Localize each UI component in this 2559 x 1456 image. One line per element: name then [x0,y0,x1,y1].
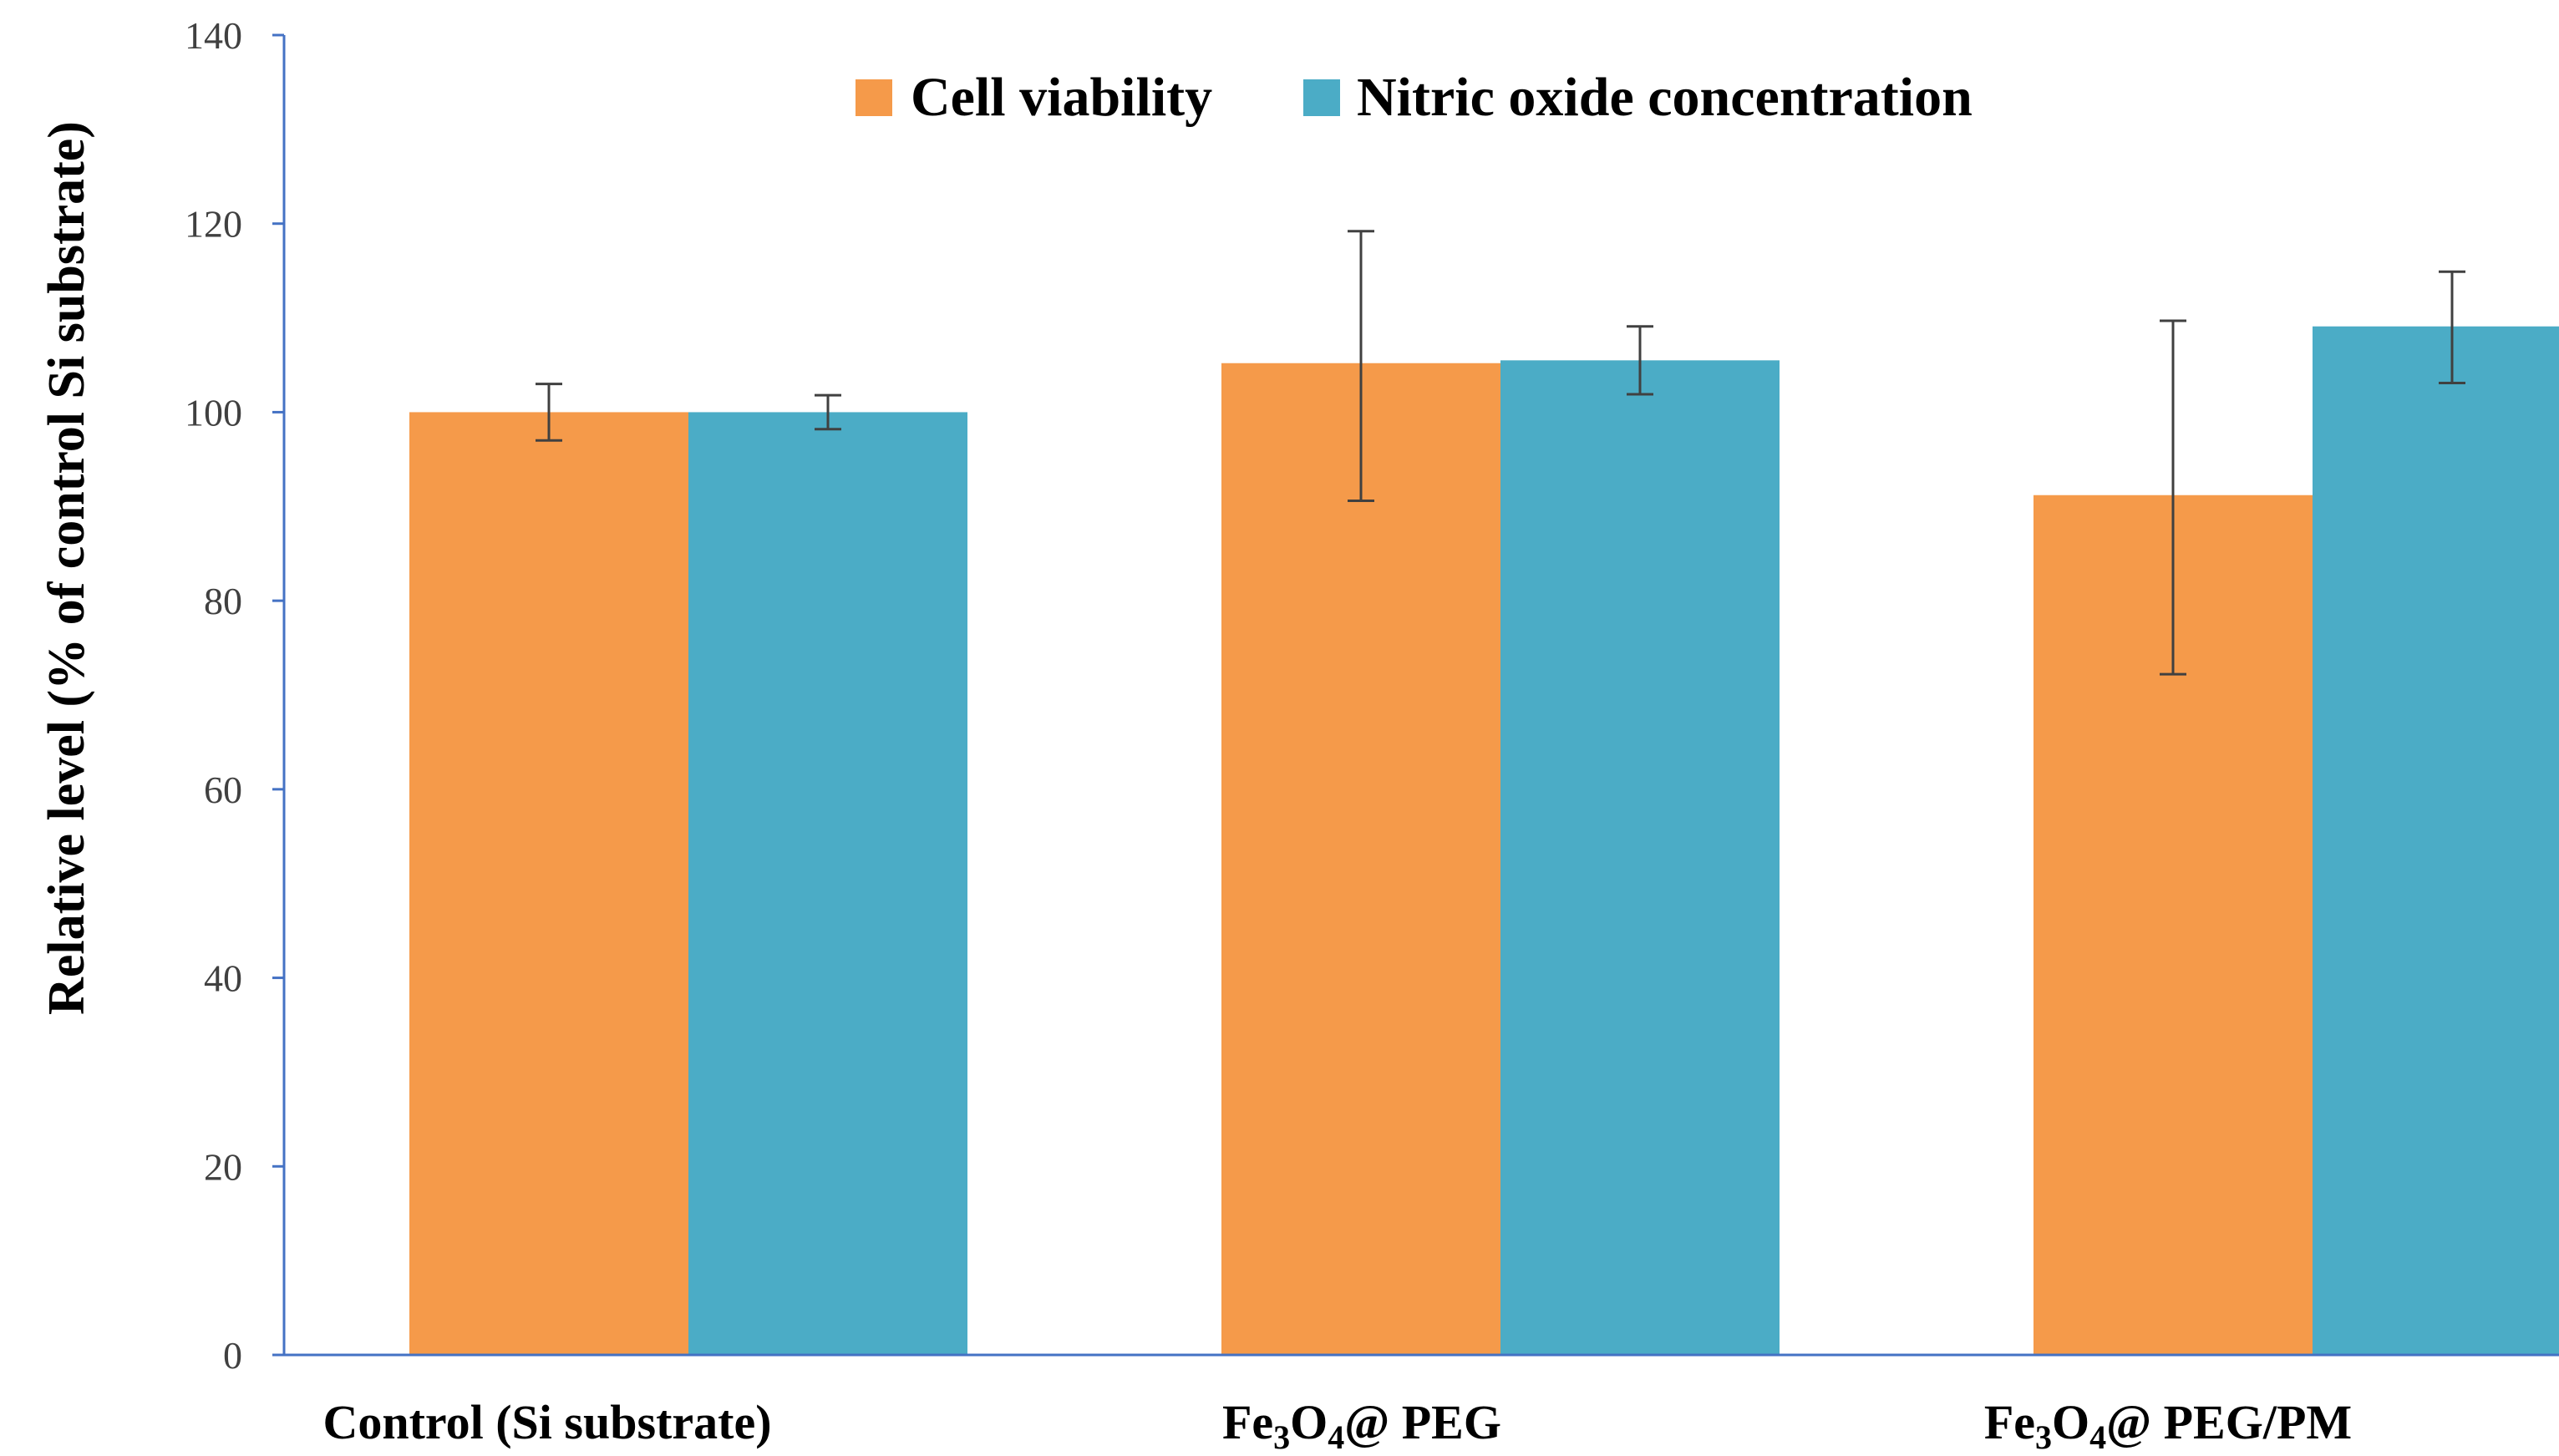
bar-cell-viability-0 [409,412,688,1355]
axes [282,35,2559,1357]
y-tick-label: 140 [185,14,242,57]
category-label-0: Control (Si substrate) [322,1395,771,1449]
bar-nitric-oxide-2 [2313,326,2559,1356]
category-label-1: Fe3O4@ PEG [1222,1395,1501,1456]
y-tick-label: 120 [185,203,242,246]
bar-nitric-oxide-0 [688,412,967,1355]
bar-nitric-oxide-1 [1500,360,1780,1355]
y-tick-label: 60 [204,769,242,811]
bars [409,326,2559,1356]
legend-label-nitric-oxide: Nitric oxide concentration [1357,67,1973,128]
y-tick-label: 100 [185,391,242,434]
y-tick-label: 20 [204,1145,242,1188]
legend: Cell viability Nitric oxide concentration [856,67,1973,128]
y-tick-label: 0 [223,1334,242,1377]
legend-label-cell-viability: Cell viability [911,67,1212,128]
bar-cell-viability-1 [1221,363,1500,1355]
category-label-2: Fe3O4@ PEG/PM [1984,1395,2352,1456]
y-axis-title: Relative level (% of control Si substrat… [38,121,95,1015]
y-ticks: 0 20 40 60 80 100 120 140 [185,14,284,1377]
y-tick-label: 40 [204,957,242,1000]
legend-swatch-cell-viability [856,79,892,116]
error-bars [536,230,2465,676]
legend-swatch-nitric-oxide [1303,79,1340,116]
y-tick-label: 80 [204,580,242,622]
y-axis-title-group: Relative level (% of control Si substrat… [38,121,95,1015]
category-labels: Control (Si substrate) Fe3O4@ PEG Fe3O4@ P… [322,1395,2352,1456]
